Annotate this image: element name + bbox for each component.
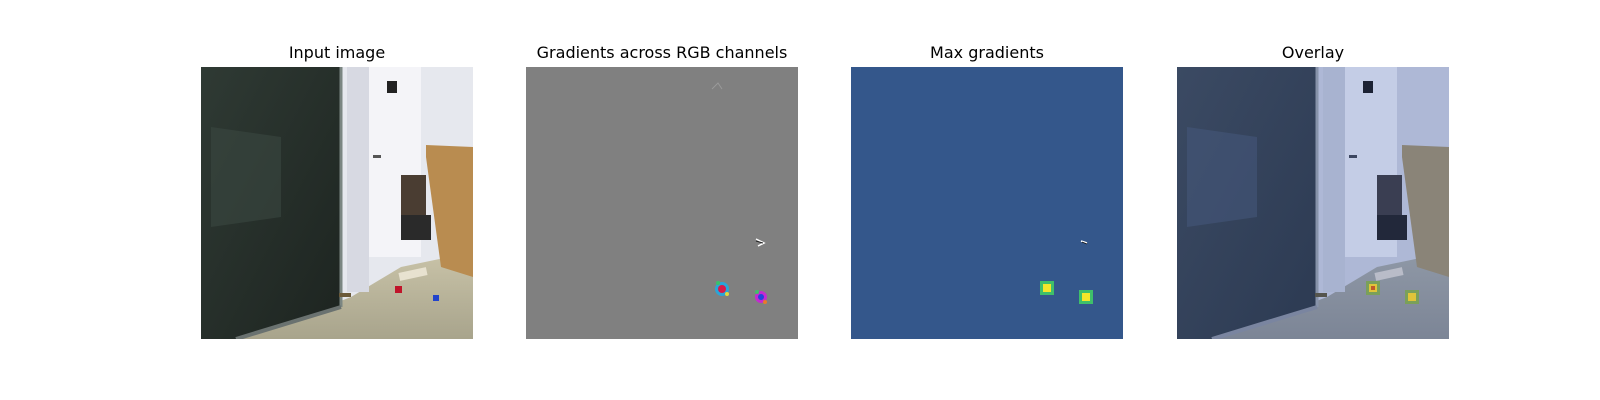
input-image — [201, 67, 473, 339]
panel-overlay: Overlay — [1177, 0, 1449, 400]
panel-title-rgb: Gradients across RGB channels — [536, 43, 788, 62]
panel-title-input: Input image — [288, 43, 386, 62]
rgb-gradient-map — [526, 67, 798, 339]
panel-input-image: Input image — [201, 0, 473, 400]
panel-rgb-gradients: Gradients across RGB channels — [526, 0, 798, 400]
panel-max-gradients: Max gradients — [851, 0, 1123, 400]
rgb-gradient-image — [526, 67, 798, 339]
overlay-heatmap — [1177, 67, 1449, 339]
room-photo — [201, 67, 473, 339]
overlay-image — [1177, 67, 1449, 339]
panel-title-max: Max gradients — [930, 43, 1044, 62]
max-gradient-image — [851, 67, 1123, 339]
max-gradient-heatmap — [851, 67, 1123, 339]
panel-title-overlay: Overlay — [1281, 43, 1345, 62]
